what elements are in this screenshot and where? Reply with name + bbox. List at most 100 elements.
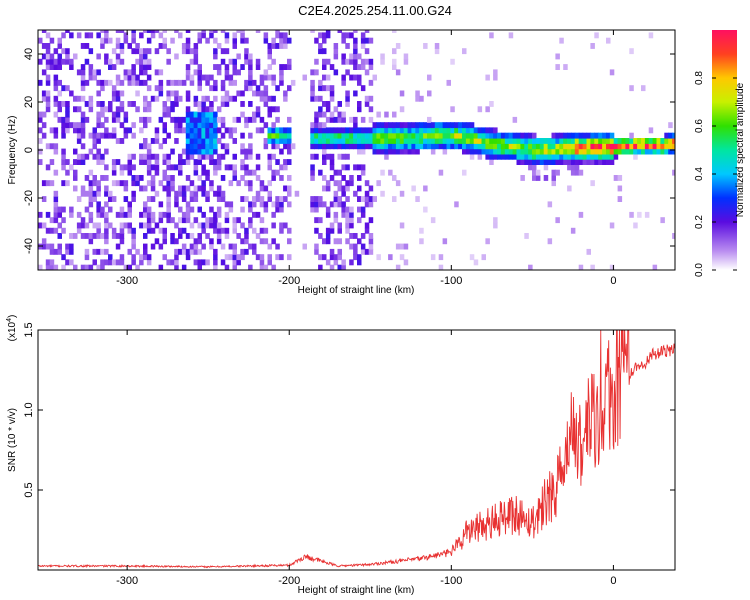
spectrogram-cell — [337, 143, 342, 150]
spectrogram-cell — [209, 30, 214, 33]
spectrogram-cell — [275, 143, 280, 150]
spectrogram-cell — [45, 143, 51, 150]
spectrogram-cell — [427, 132, 432, 139]
spectrogram-cell — [341, 132, 346, 139]
spectrogram-cell — [469, 122, 475, 129]
spectrogram-cell — [127, 222, 132, 229]
spectrogram-cell — [170, 148, 175, 155]
y-tick-label: 0.5 — [23, 482, 35, 497]
spectrogram-cell — [407, 148, 413, 155]
spectrogram-cell — [166, 196, 171, 202]
spectrogram-cell — [248, 153, 253, 160]
spectrogram-cells — [38, 30, 675, 270]
spectrogram-cell — [135, 264, 140, 270]
spectrogram-cell — [493, 153, 498, 160]
spectrogram-cell — [213, 143, 218, 150]
spectrogram-cell — [341, 211, 346, 218]
spectrogram-cell — [357, 196, 362, 202]
spectrogram-cell — [224, 95, 230, 102]
spectrogram-cell — [271, 95, 276, 102]
spectrogram-cell — [76, 127, 82, 134]
spectrogram-cell — [236, 90, 241, 97]
spectrogram-cell — [232, 254, 237, 261]
spectrogram-cell — [609, 148, 615, 155]
spectrogram-cell — [465, 143, 471, 150]
spectrogram-cell — [88, 169, 94, 176]
spectrogram-cell — [49, 159, 55, 165]
spectrogram-cell — [174, 264, 179, 270]
spectrogram-cell — [232, 64, 237, 70]
spectrogram-cell — [49, 217, 55, 224]
spectrogram-cell — [555, 217, 560, 224]
spectrogram-cell — [446, 143, 451, 150]
spectrogram-cell — [88, 201, 94, 208]
colorbar-tick-label: 0.8 — [694, 71, 705, 85]
spectrogram-cell — [469, 138, 475, 144]
spectrogram-cell — [345, 143, 350, 150]
spectrogram-cell — [329, 111, 335, 118]
spectrogram-cell — [606, 37, 611, 44]
spectrogram-cell — [419, 138, 424, 144]
spectrogram-cell — [450, 122, 455, 129]
spectrogram-cell — [668, 143, 673, 150]
spectrogram-cell — [341, 175, 346, 181]
spectrogram-cell — [209, 153, 214, 160]
spectrogram-cell — [170, 238, 175, 245]
spectrogram-cell — [322, 238, 327, 245]
spectrogram-cell — [360, 138, 366, 144]
spectrogram-cell — [559, 37, 564, 44]
spectrogram-cell — [551, 175, 556, 181]
spectrogram-cell — [65, 180, 70, 187]
spectrogram-cell — [322, 143, 327, 150]
spectrogram-cell — [314, 227, 319, 234]
spectrogram-cell — [38, 264, 43, 270]
spectrogram-cell — [641, 85, 646, 92]
spectrogram-cell — [392, 30, 397, 33]
spectrogram-cell — [252, 79, 257, 86]
spectrogram-cell — [61, 32, 66, 39]
spectrogram-cell — [617, 185, 623, 192]
spectrogram-cell — [205, 233, 210, 239]
spectrogram-cell — [213, 164, 218, 171]
spectrogram-cell — [96, 233, 101, 239]
spectrogram-cell — [127, 211, 132, 218]
spectrogram-cell — [485, 153, 490, 160]
spectrogram-cell — [119, 206, 125, 213]
spectrogram-cell — [314, 143, 319, 150]
spectrogram-cell — [127, 206, 132, 213]
spectrogram-cell — [84, 153, 90, 160]
spectrogram-cell — [341, 201, 346, 208]
spectrogram-cell — [252, 243, 257, 250]
spectrogram-cell — [255, 64, 261, 70]
spectrogram-cell — [415, 132, 420, 139]
spectrogram-cell — [551, 132, 556, 139]
spectrogram-cell — [430, 122, 436, 129]
spectrogram-cell — [236, 116, 241, 123]
spectrogram-cell — [660, 148, 665, 155]
spectrogram-cell — [80, 233, 86, 239]
spectrogram-cell — [489, 153, 494, 160]
spectrogram-cell — [193, 196, 199, 202]
spectrogram-cell — [263, 122, 269, 129]
spectrogram-cell — [388, 138, 393, 144]
spectrogram-cell — [104, 106, 109, 113]
spectrogram-cell — [648, 127, 654, 134]
spectrogram-cell — [458, 138, 463, 144]
spectrogram-cell — [283, 196, 288, 202]
spectrogram-cell — [76, 222, 82, 229]
spectrogram-cell — [232, 138, 237, 144]
spectrogram-cell — [220, 143, 226, 150]
spectrogram-cell — [53, 190, 59, 197]
spectrogram-cell — [193, 190, 199, 197]
spectrogram-cell — [559, 148, 564, 155]
spectrogram-cell — [248, 74, 253, 81]
spectrogram-cell — [170, 259, 175, 266]
spectrogram-cell — [427, 143, 432, 150]
spectrogram-cell — [80, 190, 86, 197]
spectrogram-cell — [162, 127, 167, 134]
spectrogram-cell — [364, 138, 370, 144]
spectrogram-cell — [123, 132, 129, 139]
spectrogram-cell — [473, 143, 479, 150]
spectrogram-cell — [555, 159, 560, 165]
spectrogram-cell — [143, 233, 148, 239]
